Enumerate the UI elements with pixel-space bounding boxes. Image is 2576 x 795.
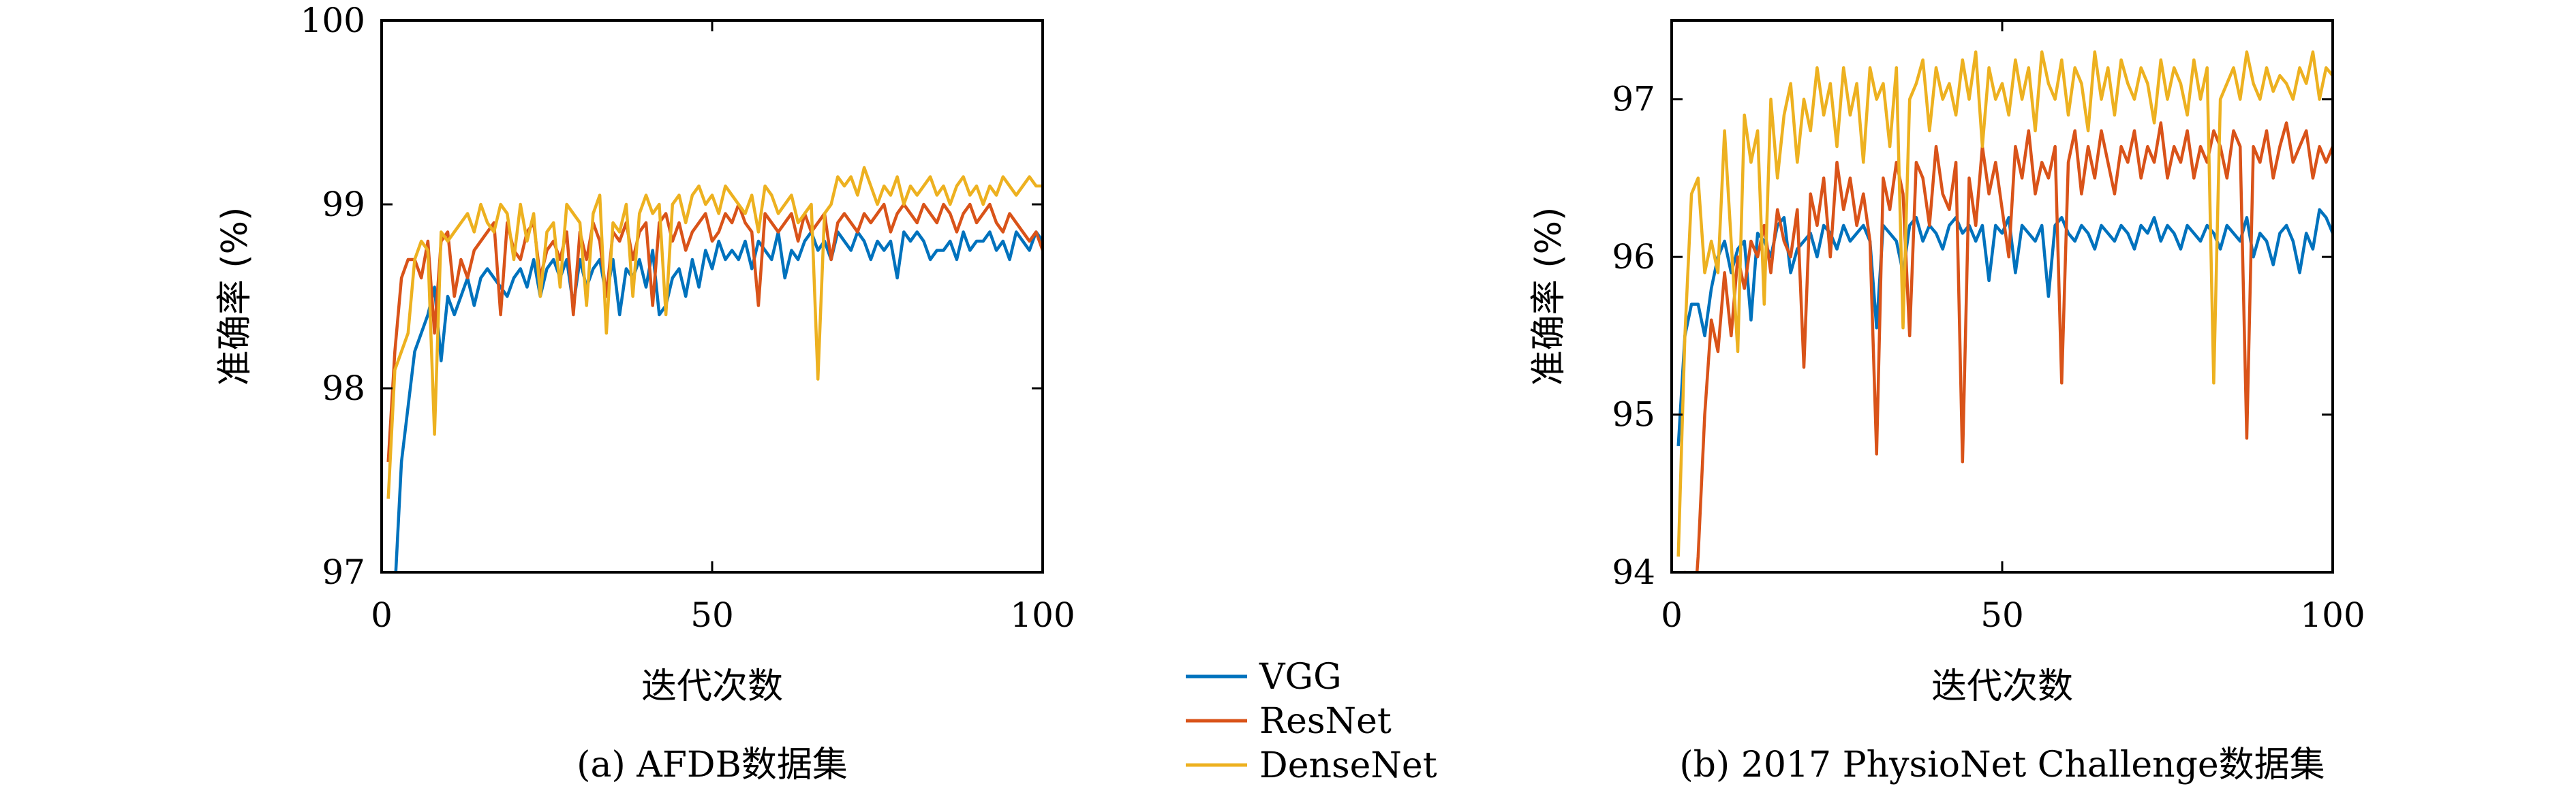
x-tick-label: 100 <box>2300 595 2365 635</box>
chart-a-ylabel: 准确率 (%) <box>215 207 256 386</box>
series-line-resnet <box>386 202 1043 463</box>
chart-a-caption: (a) AFDB数据集 <box>577 745 848 785</box>
y-tick-label: 99 <box>322 185 365 224</box>
chart-panel-a: 0 50 100 97 98 99 100 迭代次数 准确率 (%) (a) AFDB数据集 <box>215 1 1075 785</box>
x-tick-label: 50 <box>1980 595 2024 635</box>
chart-a-ticks: 0 50 100 97 98 99 100 <box>301 1 1075 635</box>
series-line-vgg <box>1676 208 2333 447</box>
chart-panel-b: 0 50 100 94 95 96 97 迭代次数 准确率 (%) (b) 2017 Phy… <box>1529 19 2365 785</box>
series-line-resnet <box>1683 121 2333 572</box>
chart-b-ticks: 0 50 100 94 95 96 97 <box>1612 20 2365 635</box>
legend-label-vgg: VGG <box>1259 657 1342 698</box>
chart-a-xlabel: 迭代次数 <box>641 666 783 707</box>
y-tick-label: 94 <box>1612 552 1655 592</box>
y-tick-label: 96 <box>1612 237 1655 277</box>
legend: VGG ResNet DenseNet <box>1186 657 1437 786</box>
chart-b-ylabel: 准确率 (%) <box>1529 207 1569 386</box>
y-tick-label: 98 <box>322 369 365 408</box>
chart-a-axes-box <box>380 19 1044 574</box>
y-tick-label: 100 <box>301 1 365 40</box>
y-tick-label: 95 <box>1612 395 1655 435</box>
x-tick-label: 0 <box>371 595 393 635</box>
x-tick-label: 100 <box>1010 595 1075 635</box>
series-line-densenet <box>386 166 1043 499</box>
x-tick-label: 0 <box>1661 595 1683 635</box>
y-tick-label: 97 <box>322 552 365 592</box>
y-tick-label: 97 <box>1612 80 1655 119</box>
x-tick-label: 50 <box>690 595 734 635</box>
legend-label-resnet: ResNet <box>1259 701 1392 742</box>
series-line-densenet <box>1676 50 2333 557</box>
chart-b-xlabel: 迭代次数 <box>1931 666 2073 707</box>
chart-b-lines <box>1676 50 2333 572</box>
chart-a-lines <box>386 166 1043 572</box>
chart-b-caption: (b) 2017 PhysioNet Challenge数据集 <box>1679 745 2325 785</box>
legend-label-densenet: DenseNet <box>1259 745 1437 786</box>
